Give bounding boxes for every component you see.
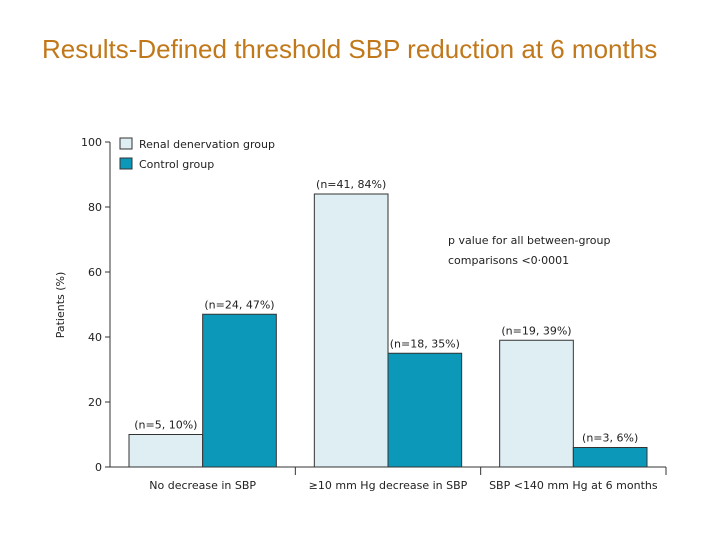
bar-control-group-0 [202,313,277,468]
slide-title: Results-Defined threshold SBP reduction … [42,34,658,64]
y-axis-label: Patients (%) [54,272,67,339]
bar-label-renal-denervation-group-1: (n=41, 84%) [316,178,386,191]
y-tick-label-40: 40 [88,331,102,344]
bar-renal-denervation-group-0 [128,434,204,468]
legend-swatch-renal-denervation-group [119,137,133,150]
annotation-line-1: p value for all between-group [448,234,610,247]
bar-control-group-2 [572,447,648,468]
legend-swatch-control-group [119,157,133,170]
legend-label-renal-denervation-group: Renal denervation group [139,138,275,151]
legend-label-control-group: Control group [139,158,214,171]
x-tick-label-2: SBP <140 mm Hg at 6 months [489,479,658,492]
bar-label-renal-denervation-group-2: (n=19, 39%) [501,324,571,337]
bar-control-group-1 [387,352,463,468]
annotation-line-2: comparisons <0·0001 [448,254,569,267]
bar-label-renal-denervation-group-0: (n=5, 10%) [134,419,197,432]
y-tick-label-80: 80 [88,201,102,214]
x-tick-label-1: ≥10 mm Hg decrease in SBP [309,479,468,492]
bar-label-control-group-2: (n=3, 6%) [582,432,638,445]
bar-renal-denervation-group-1 [313,193,389,468]
y-tick-label-100: 100 [81,136,102,149]
bar-renal-denervation-group-2 [499,339,574,468]
bar-label-control-group-1: (n=18, 35%) [390,337,460,350]
x-tick-labels: No decrease in SBP ≥10 mm Hg decrease in … [149,467,667,492]
p-value-annotation: p value for all between-group comparison… [448,234,614,267]
y-tick-label-20: 20 [88,396,102,409]
bars-group [128,193,648,468]
x-tick-label-0: No decrease in SBP [149,479,256,492]
chart-legend: Renal denervation group Control group [119,137,275,171]
y-ticks: 0 20 40 60 80 100 [81,136,110,474]
bar-label-control-group-0: (n=24, 47%) [204,298,274,311]
y-tick-label-60: 60 [88,266,102,279]
bar-value-labels: (n=5, 10%) (n=24, 47%) (n=41, 84%) (n=18, 3… [134,178,638,445]
y-tick-label-0: 0 [95,461,102,474]
